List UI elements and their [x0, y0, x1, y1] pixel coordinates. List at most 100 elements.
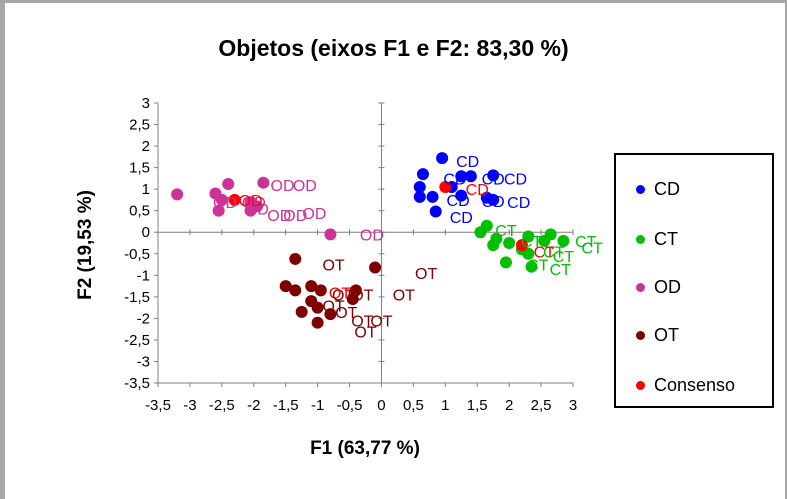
point-label-cd: CD	[447, 193, 470, 210]
point-od	[250, 200, 263, 213]
point-label-od: OD	[213, 195, 237, 212]
point-label-ot: OT	[332, 288, 354, 305]
point-ot	[305, 280, 318, 293]
point-ot	[369, 261, 382, 274]
x-tick-label: 1	[441, 397, 449, 414]
point-label-cd: CD	[443, 171, 466, 188]
point-cd	[429, 205, 442, 218]
legend-label-consenso: Consenso	[654, 374, 736, 395]
y-tick-label: -3,5	[124, 375, 150, 392]
point-label-cd: CD	[507, 195, 530, 212]
legend-marker-od	[636, 282, 645, 292]
point-ct	[522, 230, 535, 243]
point-label-consenso: OD	[239, 193, 263, 210]
y-tick-label: 1	[142, 181, 150, 198]
point-label-cd: CD	[482, 171, 505, 188]
legend-marker-ct	[636, 234, 645, 244]
point-label-ot: OT	[415, 266, 437, 283]
point-cd	[413, 190, 426, 203]
y-axis-title: F2 (19,53 %)	[75, 190, 96, 300]
point-label-cd: CD	[482, 194, 505, 211]
legend-label-od: OD	[654, 276, 681, 297]
x-tick-label: -2	[247, 397, 260, 414]
point-label-ct: CT	[550, 262, 572, 279]
point-consenso	[439, 181, 452, 193]
point-cd	[487, 193, 500, 206]
point-od	[257, 176, 270, 189]
point-ot	[346, 293, 359, 305]
y-tick-label: 2,5	[129, 117, 150, 134]
point-label-ot: OT	[370, 314, 392, 331]
legend-item-ct: CT	[636, 227, 678, 251]
point-label-ot: OT	[322, 258, 344, 275]
point-cd	[436, 152, 449, 165]
x-tick-label: 2	[505, 397, 513, 414]
legend-item-consenso: Consenso	[636, 373, 735, 397]
point-label-ot: OT	[351, 314, 373, 331]
point-ot	[314, 284, 327, 297]
y-tick-label: 3	[142, 95, 150, 112]
point-label-ot: OT	[335, 305, 357, 322]
point-label-consenso: CD	[466, 182, 489, 199]
x-tick-label: -1,5	[273, 397, 299, 414]
y-tick-label: -1	[137, 267, 150, 284]
point-ot	[279, 280, 292, 293]
point-ot	[289, 284, 302, 297]
y-tick-label: -2	[137, 310, 150, 327]
point-label-od: OD	[302, 206, 326, 223]
point-od	[171, 188, 184, 201]
point-cd	[413, 181, 426, 193]
legend-item-cd: CD	[636, 177, 680, 201]
x-tick-label: 1,5	[467, 397, 488, 414]
y-tick-label: 1,5	[129, 160, 150, 177]
point-ot	[311, 301, 324, 314]
legend-marker-ot	[636, 330, 645, 340]
point-ct	[557, 234, 570, 247]
legend-item-ot: OT	[636, 323, 679, 347]
point-cd	[455, 189, 468, 202]
point-label-ot: OT	[393, 288, 415, 305]
point-ot	[289, 252, 302, 265]
point-label-ot: OT	[351, 288, 373, 305]
legend-label-cd: CD	[654, 178, 680, 199]
point-label-ot: OT	[354, 324, 376, 341]
point-label-ct: CT	[553, 249, 575, 266]
point-cd	[416, 168, 429, 181]
point-label-consenso: OT	[329, 286, 351, 303]
point-label-ct: CT	[543, 245, 565, 262]
y-tick-label: -2,5	[124, 332, 150, 349]
x-tick-label: 0	[377, 397, 385, 414]
x-axis-title: F1 (63,77 %)	[310, 438, 420, 459]
point-label-consenso: CT	[534, 245, 556, 262]
legend-item-od: OD	[636, 275, 681, 299]
point-label-od: OD	[283, 208, 307, 225]
x-tick-label: -1	[311, 397, 324, 414]
legend-marker-cd	[636, 184, 645, 194]
point-ct	[474, 226, 487, 239]
point-cd	[455, 170, 468, 183]
point-od	[212, 204, 225, 217]
point-ct	[522, 247, 535, 260]
point-label-ct: CT	[521, 234, 543, 251]
point-ct	[487, 239, 500, 252]
point-ct	[525, 260, 538, 273]
legend: CD CT OD OT Consenso	[614, 153, 774, 408]
point-label-cd: CD	[456, 154, 479, 171]
legend-marker-consenso	[636, 380, 645, 390]
point-ot	[295, 305, 308, 318]
y-tick-label: -1,5	[124, 289, 150, 306]
point-od	[222, 177, 235, 190]
point-label-od: OD	[271, 178, 295, 195]
x-tick-label: 0,5	[403, 397, 424, 414]
point-consenso	[228, 193, 241, 206]
point-cd	[464, 170, 477, 183]
x-tick-label: 2,5	[531, 397, 552, 414]
point-ct	[544, 228, 557, 241]
y-tick-label: 2	[142, 138, 150, 155]
point-label-ot: OT	[322, 298, 344, 315]
x-tick-label: -0,5	[337, 397, 363, 414]
point-label-od: OD	[242, 195, 266, 212]
point-label-ct: CT	[575, 234, 597, 251]
x-tick-label: -3,5	[145, 397, 171, 414]
